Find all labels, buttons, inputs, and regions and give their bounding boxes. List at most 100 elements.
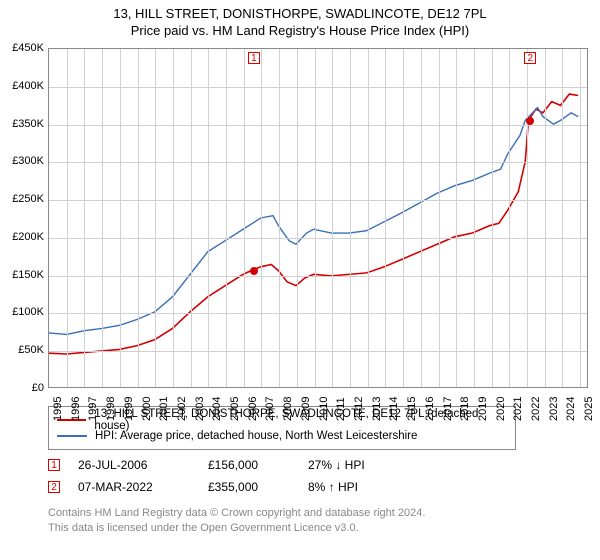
xtick-label: 2002 [176, 397, 188, 421]
chart-svg [49, 49, 587, 387]
gridline-v [439, 49, 440, 387]
gridline-v [545, 49, 546, 387]
gridline-v [155, 49, 156, 387]
xtick-label: 2023 [548, 397, 560, 421]
gridline-v [67, 49, 68, 387]
ytick-label: £250K [4, 193, 44, 205]
sale-row-1: 1 26-JUL-2006 £156,000 27% ↓ HPI [48, 454, 418, 476]
sale-marker-2-flag-icon: 2 [524, 52, 536, 64]
xtick-label: 2009 [300, 397, 312, 421]
xtick-label: 2025 [583, 397, 595, 421]
gridline-h [49, 351, 587, 352]
gridline-h [49, 238, 587, 239]
sale-point-dot [250, 267, 258, 275]
legend-swatch-hpi [57, 435, 87, 437]
legend-label-hpi: HPI: Average price, detached house, Nort… [95, 430, 417, 442]
gridline-v [120, 49, 121, 387]
ytick-label: £150K [4, 269, 44, 281]
gridline-v [474, 49, 475, 387]
sale-1-price: £156,000 [208, 458, 308, 472]
ytick-label: £350K [4, 118, 44, 130]
gridline-v [332, 49, 333, 387]
gridline-v [315, 49, 316, 387]
footer-attribution: Contains HM Land Registry data © Crown c… [48, 506, 425, 536]
gridline-v [138, 49, 139, 387]
gridline-v [208, 49, 209, 387]
xtick-label: 2001 [158, 397, 170, 421]
sale-1-delta: 27% ↓ HPI [308, 458, 418, 472]
gridline-v [191, 49, 192, 387]
series-price_paid [49, 94, 578, 354]
xtick-label: 2017 [442, 397, 454, 421]
gridline-v [173, 49, 174, 387]
xtick-label: 2005 [229, 397, 241, 421]
xtick-label: 1995 [52, 397, 64, 421]
ytick-label: £100K [4, 306, 44, 318]
chart-title-sub: Price paid vs. HM Land Registry's House … [0, 23, 600, 38]
xtick-label: 2006 [247, 397, 259, 421]
sale-1-date: 26-JUL-2006 [78, 458, 208, 472]
plot-area: 12 [48, 48, 588, 388]
gridline-h [49, 276, 587, 277]
sale-marker-1-flag-icon: 1 [248, 52, 260, 64]
gridline-v [492, 49, 493, 387]
gridline-h [49, 200, 587, 201]
gridline-v [261, 49, 262, 387]
ytick-label: £50K [4, 344, 44, 356]
gridline-v [84, 49, 85, 387]
sale-2-date: 07-MAR-2022 [78, 480, 208, 494]
xtick-label: 2016 [424, 397, 436, 421]
gridline-v [562, 49, 563, 387]
xtick-label: 2015 [406, 397, 418, 421]
footer-line-1: Contains HM Land Registry data © Crown c… [48, 506, 425, 521]
xtick-label: 2020 [495, 397, 507, 421]
gridline-v [421, 49, 422, 387]
xtick-label: 2022 [530, 397, 542, 421]
xtick-label: 2021 [512, 397, 524, 421]
sale-2-delta: 8% ↑ HPI [308, 480, 418, 494]
xtick-label: 1996 [70, 397, 82, 421]
xtick-label: 1999 [123, 397, 135, 421]
gridline-v [456, 49, 457, 387]
gridline-v [244, 49, 245, 387]
gridline-v [385, 49, 386, 387]
gridline-v [368, 49, 369, 387]
series-hpi [49, 108, 578, 335]
gridline-v [580, 49, 581, 387]
xtick-label: 2013 [371, 397, 383, 421]
ytick-label: £300K [4, 155, 44, 167]
xtick-label: 2011 [335, 397, 347, 421]
ytick-label: £0 [4, 382, 44, 394]
gridline-h [49, 162, 587, 163]
chart-title-address: 13, HILL STREET, DONISTHORPE, SWADLINCOT… [0, 6, 600, 21]
gridline-h [49, 87, 587, 88]
gridline-h [49, 313, 587, 314]
ytick-label: £200K [4, 231, 44, 243]
gridline-v [226, 49, 227, 387]
gridline-v [102, 49, 103, 387]
xtick-label: 2019 [477, 397, 489, 421]
xtick-label: 1997 [87, 397, 99, 421]
xtick-label: 2008 [282, 397, 294, 421]
sale-marker-1-icon: 1 [48, 459, 60, 471]
gridline-v [297, 49, 298, 387]
sales-table: 1 26-JUL-2006 £156,000 27% ↓ HPI 2 07-MA… [48, 454, 418, 498]
sale-2-price: £355,000 [208, 480, 308, 494]
sale-row-2: 2 07-MAR-2022 £355,000 8% ↑ HPI [48, 476, 418, 498]
gridline-v [403, 49, 404, 387]
xtick-label: 2014 [388, 397, 400, 421]
xtick-label: 2004 [211, 397, 223, 421]
gridline-v [350, 49, 351, 387]
xtick-label: 2003 [194, 397, 206, 421]
sale-marker-2-icon: 2 [48, 481, 60, 493]
xtick-label: 2024 [565, 397, 577, 421]
gridline-v [509, 49, 510, 387]
ytick-label: £450K [4, 42, 44, 54]
chart-container: 13, HILL STREET, DONISTHORPE, SWADLINCOT… [0, 0, 600, 560]
gridline-v [527, 49, 528, 387]
ytick-label: £400K [4, 80, 44, 92]
footer-line-2: This data is licensed under the Open Gov… [48, 521, 425, 536]
xtick-label: 2012 [353, 397, 365, 421]
xtick-label: 2007 [264, 397, 276, 421]
xtick-label: 2018 [459, 397, 471, 421]
